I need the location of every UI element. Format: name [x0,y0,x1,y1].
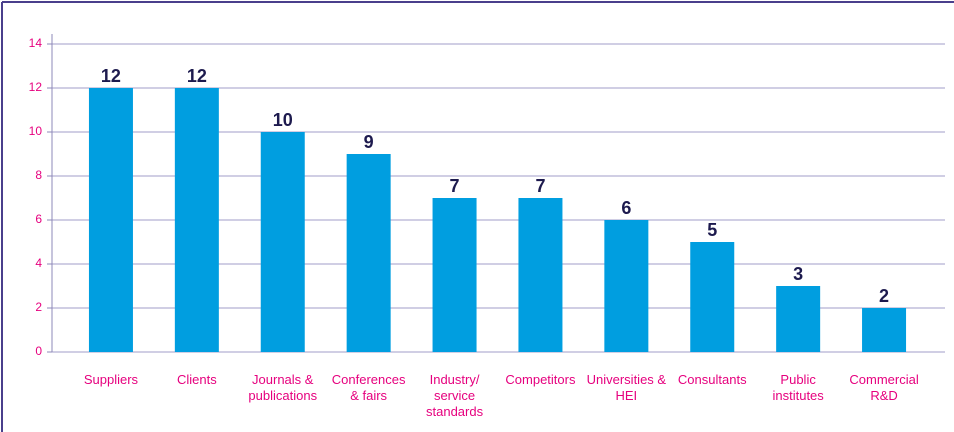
y-tick-label: 14 [29,36,43,50]
y-tick-label: 0 [35,344,42,358]
value-label: 6 [621,198,631,218]
y-tick-label: 10 [29,124,43,138]
x-tick-label: Suppliers [83,372,139,387]
x-tick-label: Clients [176,372,217,387]
value-label: 12 [187,66,207,86]
y-tick-label: 12 [29,80,43,94]
value-label: 7 [535,176,545,196]
bar [174,88,219,352]
x-tick-label: Industry/ service standards [426,372,484,419]
x-tick-label: Conferences & fairs [331,372,406,403]
value-label: 10 [273,110,293,130]
bar [862,308,907,352]
value-label: 5 [707,220,717,240]
x-tick-label: Journals & publications [248,372,318,403]
value-label: 3 [793,264,803,284]
bar [346,154,391,352]
bar [776,286,821,352]
value-label: 12 [101,66,121,86]
y-tick-label: 6 [35,212,42,226]
x-tick-label: Public institutes [772,372,824,403]
value-label: 2 [879,286,889,306]
x-tick-label: Competitors [505,372,576,387]
bar [690,242,735,352]
value-label: 9 [364,132,374,152]
bar [518,198,563,352]
y-tick-label: 8 [35,168,42,182]
x-tick-label: Commercial R&D [849,372,919,403]
bar [604,220,649,352]
y-tick-label: 4 [35,256,42,270]
x-tick-label: Universities & HEI [586,372,667,403]
bar [88,88,133,352]
y-tick-label: 2 [35,300,42,314]
bar [260,132,305,352]
x-tick-label: Consultants [677,372,747,387]
value-label: 7 [450,176,460,196]
bar [432,198,477,352]
